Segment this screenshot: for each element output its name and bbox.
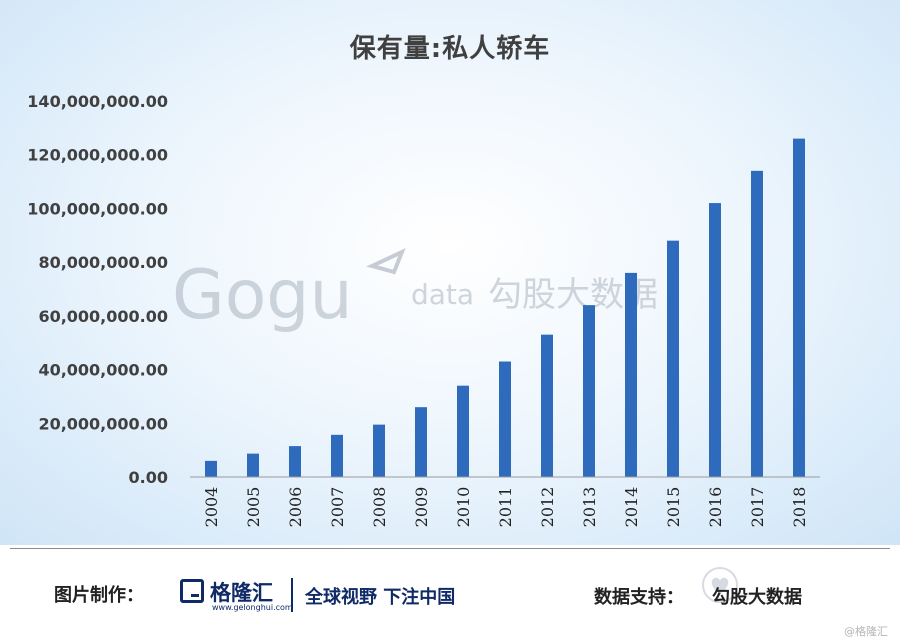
chart-panel: Gogu data 勾股大数据 0.00 20,000,000.00 40,000,… [0, 0, 900, 545]
bar-2014 [625, 272, 637, 477]
logo-divider [291, 578, 293, 612]
bar-2011 [499, 361, 511, 477]
watermark-logo-text: Gogu [172, 256, 353, 335]
x-tick-label: 2017 [748, 487, 767, 528]
x-tick-label: 2011 [496, 487, 515, 528]
y-tick-label: 20,000,000.00 [38, 414, 168, 433]
bar-2015 [667, 240, 679, 477]
bar-chart: Gogu data 勾股大数据 0.0020,000,000.0040,000,… [27, 92, 820, 528]
x-tick-label: 2004 [202, 487, 221, 528]
gelonghui-logo-url: www.gelonghui.com [212, 603, 293, 612]
y-tick-label: 0.00 [129, 468, 168, 487]
y-tick-label: 140,000,000.00 [27, 92, 168, 111]
bar-2008 [373, 424, 385, 477]
x-tick-label: 2008 [370, 487, 389, 528]
bar-2013 [583, 305, 595, 477]
bar-2018 [793, 138, 805, 477]
x-tick-label: 2006 [286, 487, 305, 528]
bar-2009 [415, 407, 427, 477]
x-tick-label: 2010 [454, 487, 473, 528]
y-tick-label: 80,000,000.00 [38, 253, 168, 272]
gelonghui-logo-name: 格隆汇 [210, 581, 273, 605]
gelonghui-logo-icon [180, 579, 204, 603]
heart-badge-icon [702, 567, 738, 603]
y-tick-label: 40,000,000.00 [38, 361, 168, 380]
x-tick-label: 2009 [412, 487, 431, 528]
bar-2004 [205, 460, 217, 477]
footer: 图片制作： 格隆汇 www.gelonghui.com 全球视野 下注中国 数据… [0, 545, 900, 643]
made-by-label: 图片制作： [54, 585, 144, 606]
x-tick-label: 2013 [580, 487, 599, 528]
x-tick-label: 2005 [244, 487, 263, 528]
x-tick-label: 2015 [664, 487, 683, 528]
data-support-name: 勾股大数据 [712, 587, 802, 608]
y-tick-label: 120,000,000.00 [27, 146, 168, 165]
watermark-data-text: data [411, 278, 474, 311]
bar-2010 [457, 385, 469, 477]
x-tick-label: 2007 [328, 487, 347, 528]
bar-2012 [541, 334, 553, 477]
bar-2016 [709, 203, 721, 478]
y-tick-label: 60,000,000.00 [38, 307, 168, 326]
bar-2017 [751, 170, 763, 478]
x-tick-label: 2018 [790, 487, 809, 528]
y-tick-label: 100,000,000.00 [27, 199, 168, 218]
corner-watermark: @格隆汇 [844, 625, 888, 638]
x-tick-label: 2012 [538, 487, 557, 528]
bar-2005 [247, 453, 259, 477]
bar-2006 [289, 446, 301, 477]
bar-2007 [331, 434, 343, 477]
slogan-text: 全球视野 下注中国 [305, 587, 456, 608]
x-tick-label: 2014 [622, 487, 641, 528]
footer-divider-line [10, 548, 890, 549]
x-tick-label: 2016 [706, 487, 725, 528]
watermark-arrow-icon [366, 248, 406, 275]
data-support-label: 数据支持： [594, 587, 684, 608]
chart-title: 保有量:私人轿车 [349, 34, 551, 64]
